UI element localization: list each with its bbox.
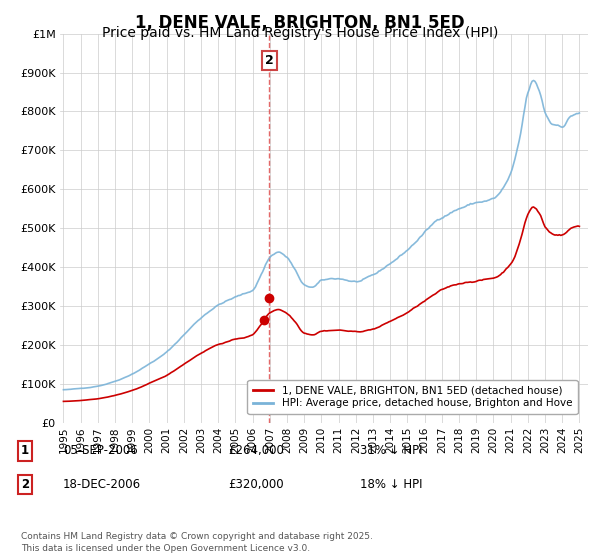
Text: 1, DENE VALE, BRIGHTON, BN1 5ED: 1, DENE VALE, BRIGHTON, BN1 5ED [135, 14, 465, 32]
Text: 1: 1 [21, 444, 29, 458]
Text: 31% ↓ HPI: 31% ↓ HPI [360, 444, 422, 458]
Text: 05-SEP-2006: 05-SEP-2006 [63, 444, 138, 458]
Text: 18-DEC-2006: 18-DEC-2006 [63, 478, 141, 491]
Text: 2: 2 [265, 54, 274, 67]
Legend: 1, DENE VALE, BRIGHTON, BN1 5ED (detached house), HPI: Average price, detached h: 1, DENE VALE, BRIGHTON, BN1 5ED (detache… [247, 380, 578, 414]
Text: £320,000: £320,000 [228, 478, 284, 491]
Text: 18% ↓ HPI: 18% ↓ HPI [360, 478, 422, 491]
Text: Contains HM Land Registry data © Crown copyright and database right 2025.
This d: Contains HM Land Registry data © Crown c… [21, 533, 373, 553]
Text: Price paid vs. HM Land Registry's House Price Index (HPI): Price paid vs. HM Land Registry's House … [102, 26, 498, 40]
Text: 2: 2 [21, 478, 29, 491]
Text: £264,000: £264,000 [228, 444, 284, 458]
